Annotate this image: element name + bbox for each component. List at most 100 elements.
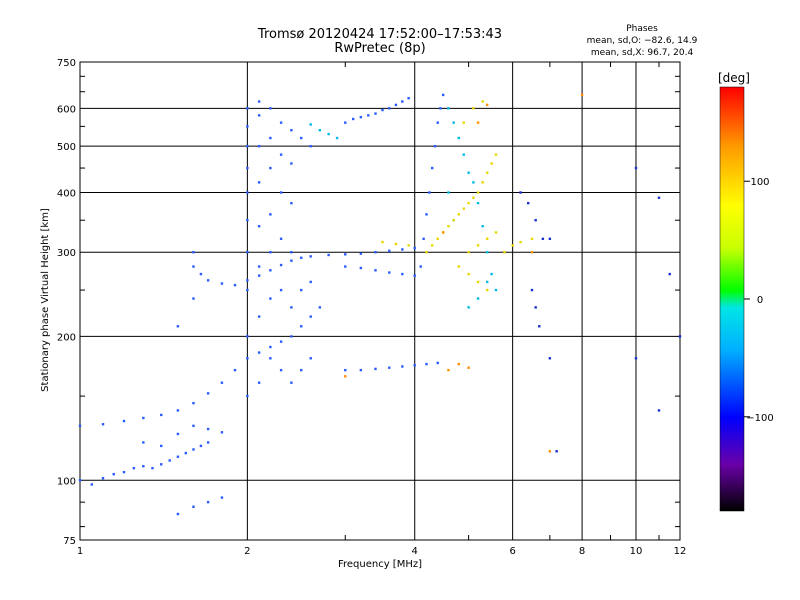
data-point bbox=[359, 266, 363, 270]
data-point bbox=[467, 306, 470, 309]
data-point bbox=[233, 368, 237, 372]
data-point bbox=[374, 367, 377, 371]
data-point bbox=[184, 451, 188, 455]
data-point bbox=[279, 153, 283, 156]
data-point bbox=[490, 272, 493, 276]
data-point bbox=[530, 288, 534, 292]
data-point bbox=[476, 244, 480, 247]
data-point bbox=[668, 272, 671, 276]
data-point bbox=[401, 365, 404, 368]
data-point bbox=[176, 432, 180, 436]
data-point bbox=[269, 107, 272, 110]
phases-title: Phases bbox=[626, 24, 658, 34]
data-point bbox=[309, 144, 312, 148]
x-tick-label: 1 bbox=[77, 546, 83, 557]
data-point bbox=[462, 153, 465, 156]
data-point bbox=[192, 251, 195, 254]
plot-frame bbox=[79, 61, 681, 541]
data-point bbox=[220, 496, 224, 499]
grid-lines bbox=[80, 62, 680, 540]
data-point bbox=[246, 288, 249, 292]
data-point bbox=[168, 459, 171, 462]
data-point bbox=[279, 263, 283, 267]
data-point bbox=[462, 121, 465, 124]
data-point bbox=[220, 381, 224, 384]
y-tick-label: 75 bbox=[63, 536, 76, 547]
data-point bbox=[344, 375, 347, 378]
data-point bbox=[634, 166, 638, 170]
data-point bbox=[176, 455, 180, 458]
data-point bbox=[476, 280, 480, 284]
data-point bbox=[300, 136, 303, 140]
data-point bbox=[206, 392, 210, 395]
data-point bbox=[192, 424, 195, 428]
data-point bbox=[394, 242, 398, 246]
phase-colorbar bbox=[719, 86, 745, 512]
data-point bbox=[413, 274, 416, 277]
data-point bbox=[439, 107, 442, 110]
data-point bbox=[436, 361, 439, 365]
data-point bbox=[530, 251, 534, 254]
data-point bbox=[441, 231, 445, 234]
data-point bbox=[327, 253, 330, 257]
data-point bbox=[541, 237, 545, 241]
data-point bbox=[548, 357, 552, 360]
data-point bbox=[309, 280, 312, 284]
data-point bbox=[269, 297, 272, 300]
x-tick-label: 8 bbox=[579, 546, 585, 557]
data-point bbox=[246, 394, 249, 398]
data-point bbox=[269, 166, 272, 170]
data-point bbox=[476, 121, 480, 124]
data-point bbox=[381, 240, 384, 244]
data-point bbox=[485, 237, 489, 241]
data-point bbox=[199, 444, 203, 448]
data-point bbox=[318, 306, 322, 309]
data-point bbox=[344, 253, 347, 256]
data-point bbox=[335, 136, 339, 140]
data-point bbox=[401, 248, 404, 251]
data-point bbox=[279, 237, 283, 241]
data-point bbox=[548, 450, 552, 453]
data-point bbox=[485, 103, 489, 107]
data-point bbox=[481, 181, 484, 184]
data-point bbox=[257, 144, 261, 148]
data-point bbox=[246, 125, 249, 128]
data-point bbox=[494, 231, 498, 234]
data-point bbox=[279, 368, 283, 372]
data-point bbox=[290, 251, 293, 254]
data-point bbox=[257, 181, 261, 184]
data-point bbox=[257, 114, 261, 117]
data-point bbox=[151, 466, 154, 470]
data-point bbox=[401, 100, 404, 103]
data-point bbox=[290, 201, 293, 205]
colorbar-unit-label: [deg] bbox=[718, 71, 750, 85]
data-point bbox=[476, 297, 480, 300]
data-point bbox=[344, 265, 347, 268]
data-point bbox=[441, 93, 445, 97]
data-point bbox=[269, 213, 272, 216]
colorbar-tick-label: 0 bbox=[757, 295, 763, 306]
data-point bbox=[309, 255, 312, 258]
data-point bbox=[503, 251, 506, 254]
data-point bbox=[246, 251, 249, 254]
chart-subtitle: RwPretec (8p) bbox=[334, 41, 425, 56]
y-tick-label: 400 bbox=[57, 188, 76, 199]
data-point bbox=[257, 381, 261, 384]
data-point bbox=[472, 107, 475, 110]
data-point bbox=[428, 191, 431, 194]
data-point bbox=[269, 251, 272, 254]
data-point bbox=[485, 280, 489, 284]
data-point bbox=[176, 325, 180, 328]
data-point bbox=[457, 265, 460, 268]
data-point bbox=[359, 368, 363, 372]
data-point bbox=[142, 416, 145, 420]
data-point bbox=[485, 288, 489, 292]
data-point bbox=[206, 427, 210, 431]
data-point bbox=[257, 225, 261, 228]
data-point bbox=[413, 246, 416, 250]
data-point bbox=[447, 107, 450, 110]
data-point bbox=[476, 201, 480, 205]
data-point bbox=[462, 207, 465, 210]
data-point bbox=[548, 237, 552, 241]
data-point bbox=[555, 450, 558, 453]
